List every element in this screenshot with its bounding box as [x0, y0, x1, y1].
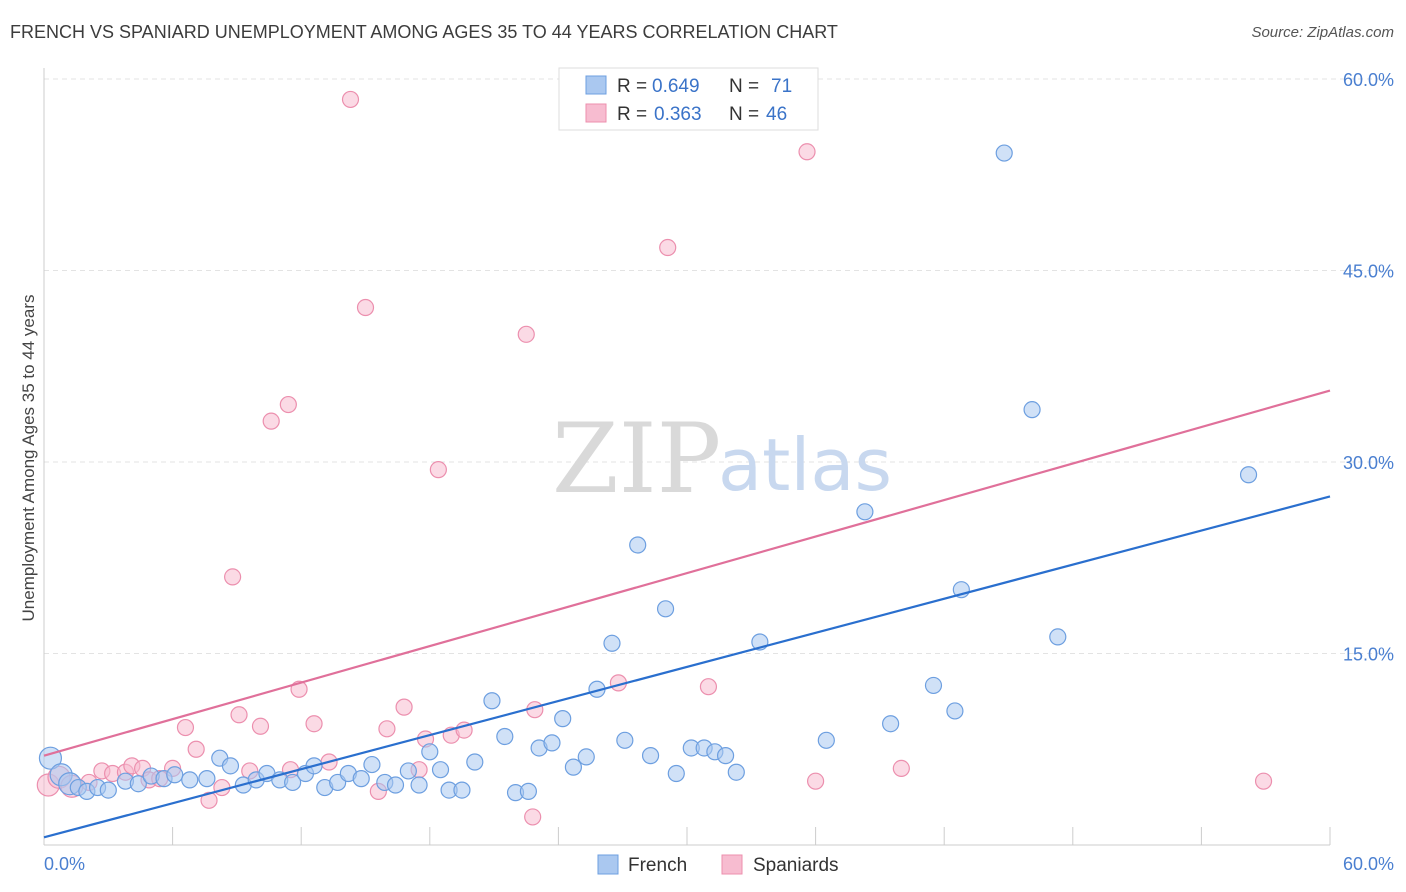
legend-spaniards-n-label: N = — [729, 104, 759, 125]
french-point-47 — [603, 634, 621, 652]
french-point-35 — [453, 781, 471, 799]
spaniard-point-42 — [798, 143, 816, 161]
chart-title: FRENCH VS SPANIARD UNEMPLOYMENT AMONG AG… — [10, 22, 838, 42]
y-tick-label-3: 60.0% — [1343, 70, 1394, 90]
spaniard-point-15 — [213, 778, 231, 797]
french-point-52 — [667, 764, 685, 783]
x-tick-label-0: 0.0% — [44, 854, 85, 874]
trend-lines — [43, 389, 1331, 839]
french-point-63 — [946, 702, 964, 720]
spaniard-point-26 — [341, 90, 360, 109]
french-point-65 — [995, 144, 1013, 162]
french-point-11 — [166, 766, 184, 784]
bottom-legend: French Spaniards — [597, 854, 839, 876]
french-point-45 — [577, 748, 595, 766]
french-point-26 — [352, 770, 370, 788]
bottom-legend-swatch-french — [597, 854, 619, 875]
french-point-27 — [363, 755, 381, 774]
french-point-60 — [856, 503, 874, 521]
spaniard-point-43 — [806, 772, 825, 790]
legend-french-r-label: R = — [617, 76, 647, 97]
y-tick-label-1: 30.0% — [1343, 453, 1394, 473]
spaniard-point-27 — [356, 298, 375, 317]
legend-french-r-value: 0.649 — [652, 76, 700, 97]
french-point-36 — [466, 753, 484, 771]
french-point-31 — [410, 776, 428, 794]
french-point-59 — [817, 731, 835, 749]
spaniard-point-36 — [517, 325, 535, 343]
bottom-legend-french: French — [628, 855, 687, 876]
french-point-48 — [616, 731, 634, 749]
french-point-30 — [399, 762, 417, 780]
french-point-62 — [924, 676, 943, 695]
spaniard-point-33 — [429, 461, 447, 479]
spaniard-point-21 — [279, 395, 297, 414]
bottom-legend-spaniards: Spaniards — [753, 855, 839, 876]
y-tick-labels: 15.0% 30.0% 45.0% 60.0% — [1343, 70, 1394, 665]
bottom-legend-swatch-spaniards — [721, 854, 743, 875]
legend-french-n-label: N = — [729, 76, 759, 97]
x-tick-label-1: 60.0% — [1343, 854, 1394, 874]
source-label: Source: ZipAtlas.com — [1251, 24, 1394, 41]
french-point-6 — [99, 781, 117, 799]
french-trend-line — [43, 495, 1331, 839]
spaniard-point-29 — [378, 720, 396, 738]
axes — [43, 68, 1331, 846]
y-tick-label-0: 15.0% — [1343, 645, 1394, 665]
french-point-50 — [641, 747, 660, 765]
spaniard-point-30 — [395, 698, 413, 716]
spaniard-point-19 — [251, 717, 270, 735]
french-point-15 — [221, 757, 240, 775]
french-point-66 — [1023, 401, 1041, 419]
french-point-32 — [421, 743, 439, 761]
french-point-67 — [1049, 628, 1067, 646]
legend-spaniards-r-label: R = — [617, 104, 647, 125]
french-point-49 — [629, 536, 647, 554]
french-point-57 — [727, 763, 745, 781]
spaniard-point-40 — [659, 238, 677, 257]
x-tick-labels: 0.0% 60.0% — [44, 854, 1394, 874]
watermark-atlas: atlas — [718, 423, 892, 507]
spaniard-point-41 — [699, 678, 718, 696]
french-point-8 — [129, 775, 147, 793]
french-point-51 — [656, 600, 675, 618]
spaniard-point-12 — [176, 718, 195, 737]
french-point-20 — [284, 773, 302, 792]
legend-swatch-spaniards — [585, 103, 607, 123]
legend-spaniards-r-value: 0.363 — [654, 104, 702, 125]
french-point-13 — [198, 770, 216, 788]
legend-spaniards-n-value: 46 — [766, 104, 787, 125]
french-point-33 — [431, 761, 450, 779]
legend-swatch-french — [585, 75, 607, 95]
french-point-38 — [496, 727, 514, 746]
watermark-zip: ZIP — [552, 403, 721, 515]
y-axis-label: Unemployment Among Ages 35 to 44 years — [19, 295, 38, 622]
spaniard-point-17 — [230, 706, 248, 724]
french-point-42 — [543, 734, 561, 752]
spaniard-point-13 — [187, 740, 205, 758]
legend-box: R = 0.649 N = 71 R = 0.363 N = 46 — [558, 67, 819, 131]
spaniard-point-37 — [524, 808, 542, 826]
french-points — [38, 144, 1258, 802]
spaniard-point-24 — [305, 715, 323, 733]
legend-french-n-value: 71 — [771, 76, 792, 97]
spaniard-point-16 — [224, 568, 242, 586]
spaniard-point-44 — [892, 759, 910, 778]
french-point-37 — [483, 692, 501, 710]
grid-lines — [44, 78, 1394, 654]
french-point-56 — [716, 747, 735, 765]
spaniard-point-20 — [262, 412, 280, 430]
spaniard-point-45 — [1254, 772, 1273, 790]
french-point-68 — [1239, 466, 1258, 484]
spaniard-trend-line — [43, 389, 1331, 757]
french-point-43 — [554, 710, 572, 728]
french-point-29 — [386, 776, 405, 794]
y-tick-label-2: 45.0% — [1343, 262, 1394, 282]
french-point-12 — [181, 771, 199, 789]
french-point-40 — [519, 782, 537, 800]
french-point-61 — [882, 715, 900, 733]
spaniard-point-14 — [200, 791, 218, 809]
french-point-44 — [564, 758, 583, 776]
